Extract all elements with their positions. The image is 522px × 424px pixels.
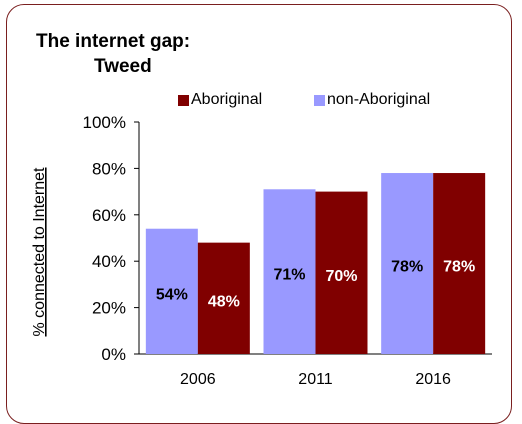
data-label: 54% — [156, 286, 188, 303]
bar-non-aboriginal-2006 — [145, 228, 198, 354]
bar-aboriginal-2011 — [315, 191, 368, 354]
data-label: 78% — [391, 259, 423, 276]
bar-aboriginal-2016 — [433, 173, 486, 354]
y-tick-label: 20% — [92, 299, 126, 318]
y-tick-label: 60% — [92, 206, 126, 225]
y-tick-label: 40% — [92, 252, 126, 271]
chart-title-line2: Tweed — [94, 56, 152, 77]
y-tick-label: 80% — [92, 159, 126, 178]
x-tick-label: 2011 — [298, 371, 333, 388]
legend-swatch-non-aboriginal — [314, 94, 325, 106]
data-label: 70% — [325, 268, 357, 285]
y-tick-label: 100% — [83, 113, 126, 132]
x-tick-label: 2006 — [180, 371, 216, 388]
data-label: 48% — [208, 293, 240, 310]
y-axis-title: % connected to Internet — [31, 167, 48, 337]
data-label: 71% — [273, 267, 305, 284]
legend-swatch-aboriginal — [178, 94, 189, 106]
legend-label-non-aboriginal: non-Aboriginal — [327, 91, 431, 108]
data-label: 78% — [443, 259, 475, 276]
y-tick-label: 0% — [101, 345, 126, 364]
x-tick-label: 2016 — [415, 371, 451, 388]
legend-label-aboriginal: Aboriginal — [191, 91, 263, 108]
legend-item-aboriginal: Aboriginal — [178, 91, 262, 109]
bar-non-aboriginal-2011 — [263, 189, 316, 354]
bar-aboriginal-2006 — [197, 242, 250, 354]
bar-chart: 0% 20% 40% 60% 80% 100% % connected to Interne… — [31, 113, 492, 388]
chart-title-line1: The internet gap: — [36, 31, 191, 52]
legend-item-non-aboriginal: non-Aboriginal — [314, 91, 430, 109]
bar-non-aboriginal-2016 — [381, 173, 434, 354]
